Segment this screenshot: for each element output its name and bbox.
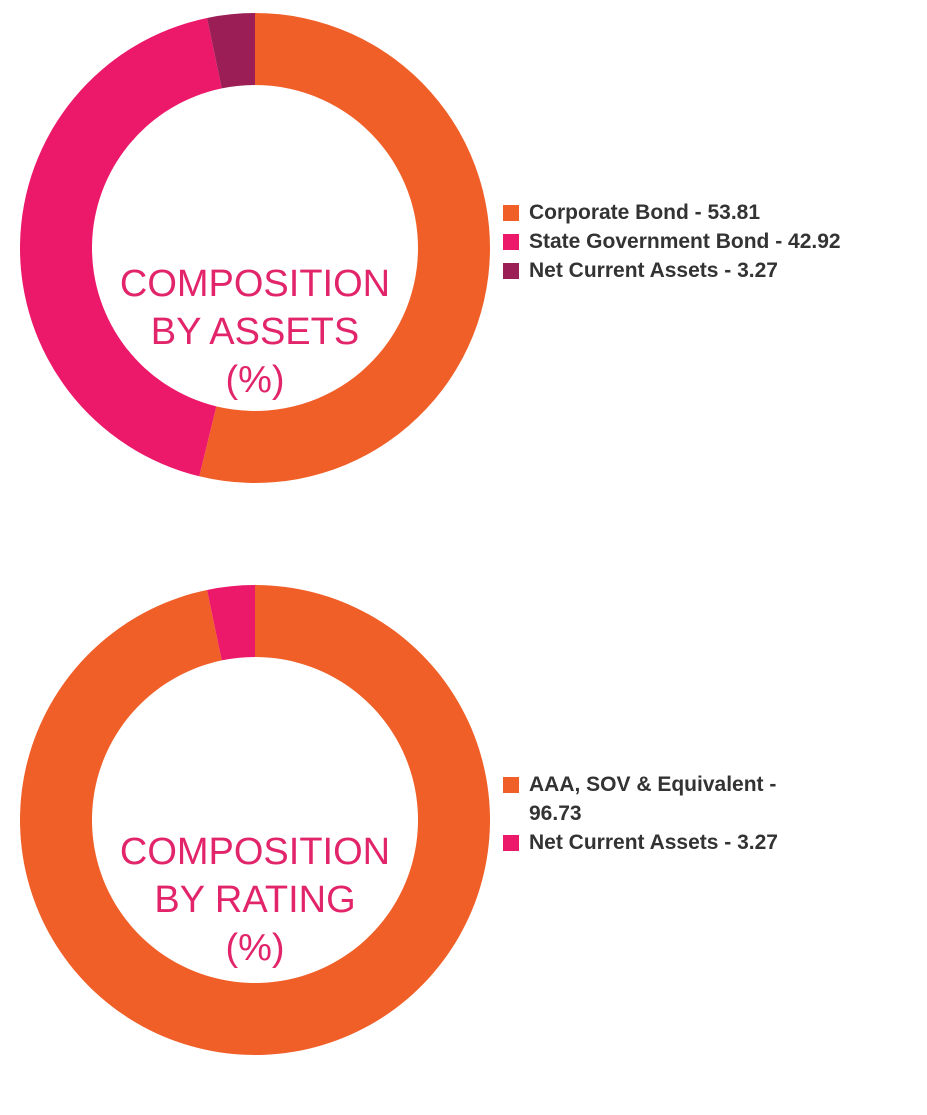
legend-swatch [503,205,519,221]
donut-slice [20,17,222,477]
legend-item: AAA, SOV & Equivalent - 96.73 [503,770,803,828]
donut-slice [199,13,491,484]
composition-by-assets-chart: COMPOSITION BY ASSETS (%) Corporate Bond… [0,8,927,508]
legend-swatch [503,777,519,793]
center-title-line: COMPOSITION [119,831,391,873]
center-title-line: BY ASSETS [150,311,360,353]
legend-swatch [503,234,519,250]
legend-label: Corporate Bond - 53.81 [529,201,761,224]
legend-swatch [503,263,519,279]
legend-item: Net Current Assets - 3.27 [503,828,803,857]
donut-slice [207,585,255,661]
donut-assets [20,13,491,484]
donut-center-title: COMPOSITION BY RATING (%) [67,828,443,972]
center-title-line: (%) [225,927,285,969]
legend: AAA, SOV & Equivalent - 96.73 Net Curren… [503,770,803,857]
legend-label: Net Current Assets - 3.27 [529,831,778,854]
donut-center-title: COMPOSITION BY ASSETS (%) [67,260,443,404]
donut-slice [20,585,491,1055]
legend-item: State Government Bond - 42.92 [503,227,883,256]
legend-label: State Government Bond - 42.92 [529,230,841,253]
donut-rating [20,585,491,1055]
legend-item: Corporate Bond - 53.81 [503,198,883,227]
center-title-line: COMPOSITION [119,263,391,305]
center-title-line: (%) [225,359,285,401]
legend-item: Net Current Assets - 3.27 [503,256,883,285]
donut-slice [207,13,255,89]
legend: Corporate Bond - 53.81 State Government … [503,198,883,285]
legend-label: Net Current Assets - 3.27 [529,259,778,282]
center-title-line: BY RATING [154,879,356,921]
legend-label: AAA, SOV & Equivalent - 96.73 [529,773,777,825]
legend-swatch [503,835,519,851]
composition-by-rating-chart: COMPOSITION BY RATING (%) AAA, SOV & Equ… [0,580,927,1080]
